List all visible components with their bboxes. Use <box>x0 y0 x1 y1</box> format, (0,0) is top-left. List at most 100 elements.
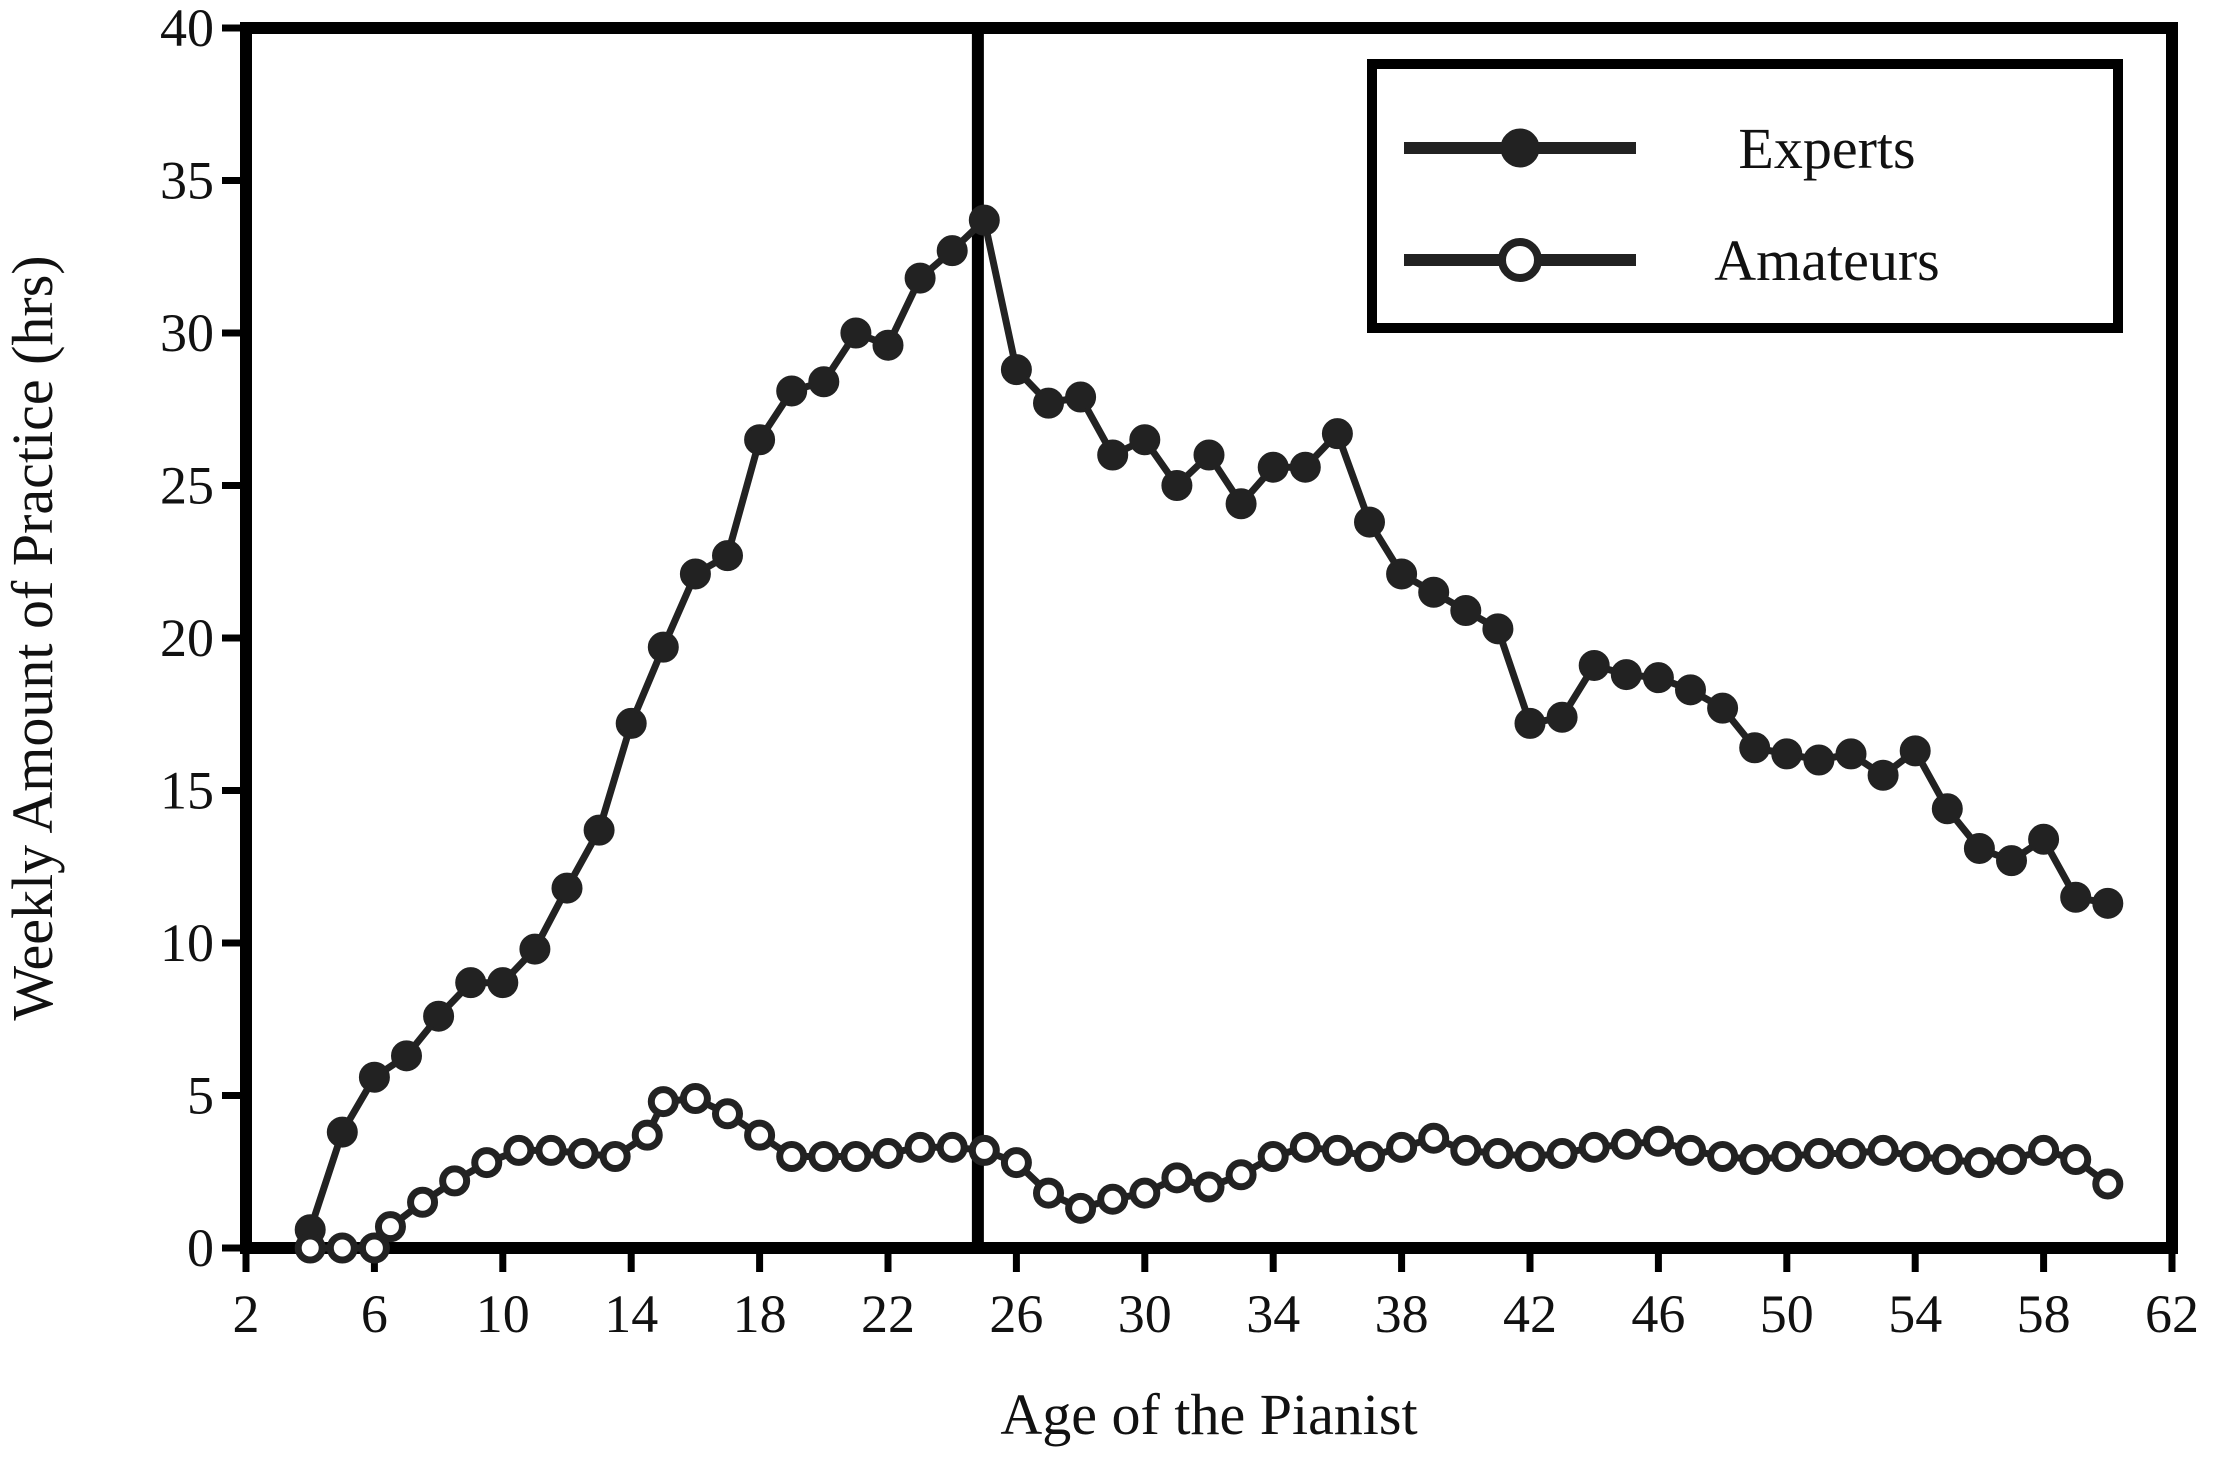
experts-data-point <box>487 967 519 999</box>
experts-data-point <box>1033 387 1064 419</box>
amateurs-data-point <box>2092 1168 2124 1200</box>
experts-data-point <box>615 707 647 739</box>
amateurs-data-point <box>1257 1141 1289 1172</box>
amateurs-data-point <box>1867 1134 1899 1166</box>
experts-data-point <box>1418 576 1450 608</box>
amateurs-data-point <box>1707 1141 1739 1172</box>
amateurs-data-point <box>374 1211 406 1243</box>
x-tick-label: 46 <box>1631 1284 1685 1344</box>
experts-data-point <box>1289 451 1321 483</box>
amateurs-data-point <box>1642 1125 1674 1157</box>
amateurs-data-point <box>2060 1144 2092 1176</box>
amateurs-data-point <box>358 1232 390 1264</box>
experts-data-point <box>840 317 872 349</box>
amateurs-data-point <box>1803 1137 1835 1169</box>
experts-data-point <box>647 631 679 663</box>
x-tick-label: 6 <box>361 1284 388 1344</box>
experts-data-point <box>2028 823 2060 855</box>
experts-data-point <box>1321 418 1353 450</box>
amateurs-data-point <box>1546 1137 1578 1169</box>
experts-data-point <box>1835 738 1867 770</box>
experts-data-point <box>1450 595 1482 627</box>
experts-data-point <box>904 262 936 294</box>
amateurs-data-point <box>1450 1134 1482 1166</box>
experts-data-point <box>712 540 743 572</box>
experts-data-point <box>936 235 968 267</box>
x-tick-label: 22 <box>861 1284 915 1344</box>
amateurs-series-line <box>310 1095 2110 1252</box>
experts-data-point <box>2060 881 2092 913</box>
amateurs-data-point <box>567 1137 599 1169</box>
x-tick-label: 38 <box>1375 1284 1429 1344</box>
experts-data-point <box>744 424 776 456</box>
experts-data-point <box>1129 424 1161 456</box>
y-tick-label: 35 <box>160 151 214 211</box>
amateurs-data-point <box>1996 1144 2027 1176</box>
amateurs-data-point <box>1899 1141 1931 1172</box>
experts-data-point <box>1354 506 1385 538</box>
x-tick-label: 34 <box>1246 1284 1300 1344</box>
amateurs-data-point <box>439 1165 471 1197</box>
amateurs-data-point <box>599 1141 631 1172</box>
amateurs-data-point <box>1225 1159 1257 1191</box>
amateurs-data-point <box>535 1134 567 1166</box>
amateurs-data-point <box>1835 1137 1867 1169</box>
y-tick-label: 0 <box>187 1218 214 1278</box>
amateurs-data-point <box>1386 1131 1418 1163</box>
amateurs-data-point <box>744 1119 776 1151</box>
amateurs-data-point <box>872 1137 904 1169</box>
experts-data-point <box>1707 692 1739 724</box>
amateurs-data-point <box>1289 1131 1321 1163</box>
amateurs-data-point <box>840 1141 872 1172</box>
amateurs-data-point <box>2028 1134 2060 1166</box>
amateurs-data-point <box>1931 1144 1963 1176</box>
experts-data-point <box>1000 354 1032 386</box>
amateurs-data-point <box>904 1131 936 1163</box>
legend-experts-label: Experts <box>1738 116 1915 181</box>
amateurs-data-point <box>679 1083 711 1115</box>
legend-box <box>1367 59 2123 333</box>
experts-data-point <box>423 1000 455 1032</box>
experts-data-point <box>1642 662 1674 694</box>
amateurs-data-point <box>1321 1134 1353 1166</box>
x-tick-label: 2 <box>233 1284 260 1344</box>
experts-data-point <box>583 814 615 846</box>
experts-data-point <box>1225 488 1257 520</box>
experts-data-point <box>1161 470 1193 501</box>
experts-data-point <box>551 872 583 904</box>
amateurs-data-point <box>968 1134 1000 1166</box>
amateurs-data-point <box>1771 1141 1803 1172</box>
x-tick-label: 42 <box>1503 1284 1557 1344</box>
x-tick-label: 58 <box>2017 1284 2071 1344</box>
x-axis-title: Age of the Pianist <box>1000 1382 1417 1447</box>
y-tick-label: 5 <box>187 1066 214 1126</box>
experts-data-point <box>1803 744 1835 776</box>
experts-data-point <box>968 204 1000 236</box>
amateurs-data-point <box>631 1119 663 1151</box>
amateurs-data-point <box>1514 1141 1546 1172</box>
x-tick-label: 30 <box>1118 1284 1172 1344</box>
y-tick-label: 40 <box>160 0 214 58</box>
experts-data-point <box>872 329 904 361</box>
y-tick-label: 10 <box>160 913 214 973</box>
experts-data-point <box>1899 735 1931 767</box>
amateurs-data-point <box>1129 1177 1161 1209</box>
x-tick-label: 26 <box>989 1284 1043 1344</box>
experts-data-point <box>1482 613 1514 645</box>
y-tick-label: 20 <box>160 608 214 668</box>
experts-data-point <box>326 1116 358 1148</box>
experts-data-point <box>1097 439 1129 471</box>
amateurs-data-point <box>1675 1134 1706 1166</box>
amateurs-data-point <box>326 1232 358 1264</box>
experts-data-point <box>1931 793 1963 825</box>
series-group <box>294 204 2124 1264</box>
amateurs-data-point <box>1354 1141 1385 1172</box>
experts-data-point <box>1675 674 1706 706</box>
experts-data-point <box>1065 381 1097 413</box>
amateurs-data-point <box>1065 1192 1097 1224</box>
experts-data-point <box>2092 887 2124 919</box>
experts-data-point <box>1996 845 2027 877</box>
y-tick-label: 25 <box>160 456 214 516</box>
